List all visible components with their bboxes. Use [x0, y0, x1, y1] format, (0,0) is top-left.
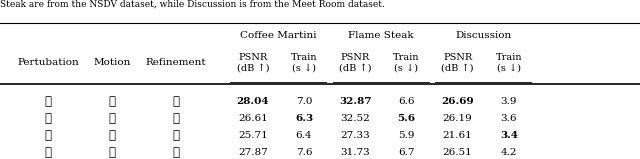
Text: Train
(s ↓): Train (s ↓) — [393, 53, 420, 73]
Text: 28.04: 28.04 — [237, 97, 269, 106]
Text: 31.73: 31.73 — [340, 148, 370, 157]
Text: 21.61: 21.61 — [443, 131, 472, 140]
Text: Motion: Motion — [93, 58, 131, 67]
Text: Train
(s ↓): Train (s ↓) — [495, 53, 522, 73]
Text: 7.6: 7.6 — [296, 148, 312, 157]
Text: ✓: ✓ — [173, 129, 179, 142]
Text: ✓: ✓ — [173, 95, 179, 108]
Text: Steak are from the NSDV dataset, while Discussion is from the Meet Room dataset.: Steak are from the NSDV dataset, while D… — [0, 0, 385, 8]
Text: Refinement: Refinement — [146, 58, 206, 67]
Text: 3.6: 3.6 — [500, 114, 517, 123]
Text: 26.69: 26.69 — [442, 97, 474, 106]
Text: Discussion: Discussion — [455, 31, 511, 40]
Text: 6.7: 6.7 — [398, 148, 415, 157]
Text: 3.9: 3.9 — [500, 97, 517, 106]
Text: ✗: ✗ — [45, 112, 51, 125]
Text: ✗: ✗ — [109, 129, 115, 142]
Text: 26.61: 26.61 — [238, 114, 268, 123]
Text: 26.19: 26.19 — [443, 114, 472, 123]
Text: 4.2: 4.2 — [500, 148, 517, 157]
Text: Train
(s ↓): Train (s ↓) — [291, 53, 317, 73]
Text: ✓: ✓ — [45, 129, 51, 142]
Text: ✓: ✓ — [45, 146, 51, 159]
Text: 27.33: 27.33 — [340, 131, 370, 140]
Text: 5.9: 5.9 — [398, 131, 415, 140]
Text: Pertubation: Pertubation — [17, 58, 79, 67]
Text: PSNR
(dB ↑): PSNR (dB ↑) — [442, 53, 474, 73]
Text: 6.3: 6.3 — [295, 114, 313, 123]
Text: Coffee Martini: Coffee Martini — [240, 31, 317, 40]
Text: 26.51: 26.51 — [443, 148, 472, 157]
Text: 32.87: 32.87 — [339, 97, 371, 106]
Text: ✓: ✓ — [109, 95, 115, 108]
Text: ✓: ✓ — [109, 112, 115, 125]
Text: 6.4: 6.4 — [296, 131, 312, 140]
Text: 27.87: 27.87 — [238, 148, 268, 157]
Text: ✓: ✓ — [45, 95, 51, 108]
Text: ✓: ✓ — [173, 112, 179, 125]
Text: PSNR
(dB ↑): PSNR (dB ↑) — [339, 53, 371, 73]
Text: 5.6: 5.6 — [397, 114, 415, 123]
Text: ✗: ✗ — [173, 146, 179, 159]
Text: 7.0: 7.0 — [296, 97, 312, 106]
Text: ✓: ✓ — [109, 146, 115, 159]
Text: PSNR
(dB ↑): PSNR (dB ↑) — [237, 53, 269, 73]
Text: Flame Steak: Flame Steak — [348, 31, 413, 40]
Text: 25.71: 25.71 — [238, 131, 268, 140]
Text: 6.6: 6.6 — [398, 97, 415, 106]
Text: 3.4: 3.4 — [500, 131, 518, 140]
Text: 32.52: 32.52 — [340, 114, 370, 123]
